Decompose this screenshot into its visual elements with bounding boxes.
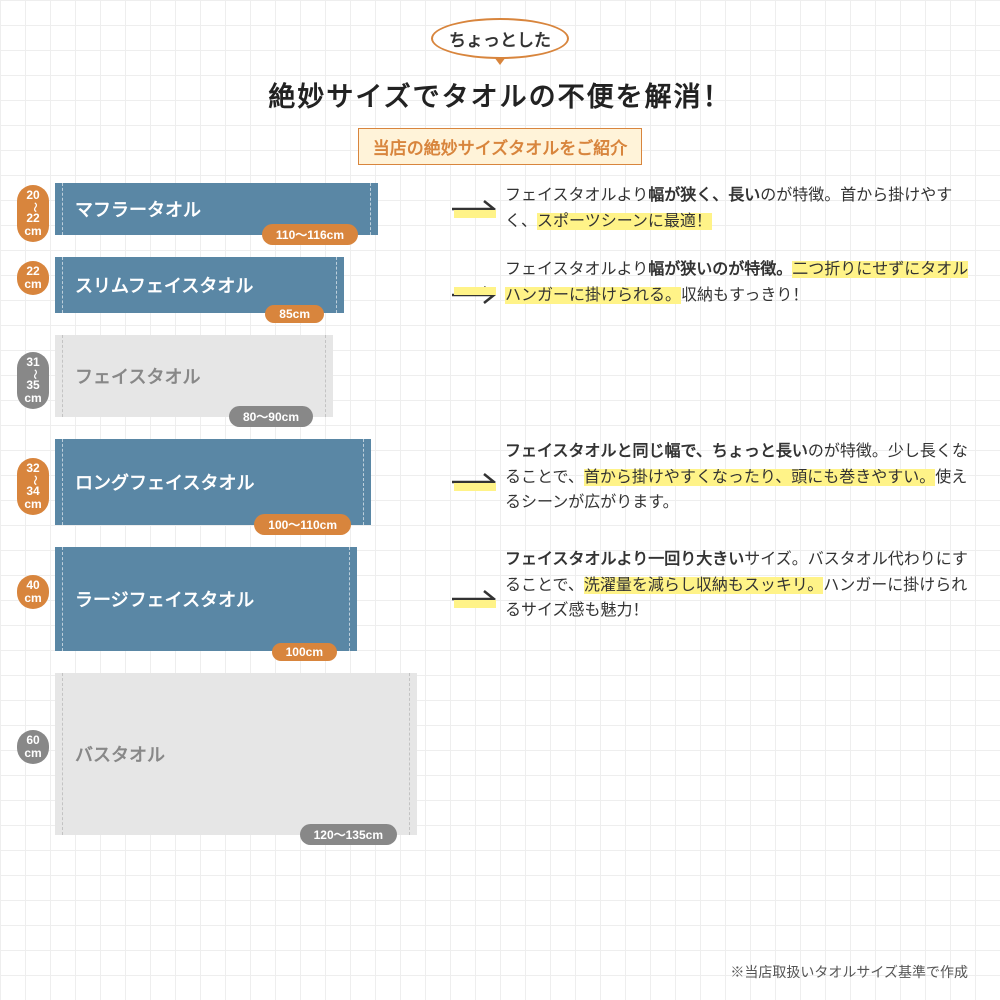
height-label: 31～35cm [17, 352, 49, 409]
towel-description: フェイスタオルより幅が狭いのが特徴。二つ折りにせずにタオルハンガーに掛けられる。… [505, 257, 1000, 308]
towel-name: ラージフェイスタオル [75, 586, 254, 612]
towel-long-face: ロングフェイスタオル 100～110cm [55, 439, 371, 525]
page-headline: 絶妙サイズでタオルの不便を解消！ [0, 75, 1000, 114]
towel-name: バスタオル [75, 741, 165, 767]
arrow-icon [445, 585, 505, 613]
arrow-icon [445, 261, 505, 309]
towel-row: 31～35cm フェイスタオル 80～90cm [55, 335, 1000, 417]
towel-row: 40cm ラージフェイスタオル 100cm フェイスタオルより一回り大きいサイズ… [55, 547, 1000, 651]
towel-bath: バスタオル 120～135cm [55, 673, 417, 835]
towel-row: 20～22cm マフラータオル 110～116cm フェイスタオルより幅が狭く、… [55, 183, 1000, 235]
arrow-icon [445, 468, 505, 496]
height-label: 32～34cm [17, 458, 49, 515]
height-label: 40cm [17, 575, 49, 609]
towel-slim-face: スリムフェイスタオル 85cm [55, 257, 344, 313]
height-label: 20～22cm [17, 185, 49, 242]
page-subtitle: 当店の絶妙サイズタオルをご紹介 [358, 128, 643, 165]
towel-large-face: ラージフェイスタオル 100cm [55, 547, 357, 651]
width-label: 80～90cm [229, 406, 313, 427]
towel-description: フェイスタオルと同じ幅で、ちょっと長いのが特徴。少し長くなることで、首から掛けや… [505, 439, 1000, 516]
towel-list: 20～22cm マフラータオル 110～116cm フェイスタオルより幅が狭く、… [0, 165, 1000, 835]
towel-name: フェイスタオル [75, 363, 200, 389]
width-label: 110～116cm [262, 224, 358, 245]
towel-row: 32～34cm ロングフェイスタオル 100～110cm フェイスタオルと同じ幅… [55, 439, 1000, 525]
height-label: 22cm [17, 261, 49, 295]
header: ちょっとした 絶妙サイズでタオルの不便を解消！ 当店の絶妙サイズタオルをご紹介 [0, 0, 1000, 165]
height-label: 60cm [17, 730, 49, 764]
width-label: 100～110cm [254, 514, 351, 535]
arrow-icon [445, 195, 505, 223]
width-label: 100cm [272, 643, 337, 661]
towel-name: マフラータオル [75, 196, 201, 222]
towel-row: 22cm スリムフェイスタオル 85cm フェイスタオルより幅が狭いのが特徴。二… [55, 257, 1000, 313]
bubble-callout: ちょっとした [431, 18, 569, 59]
towel-face: フェイスタオル 80～90cm [55, 335, 333, 417]
footnote: ※当店取扱いタオルサイズ基準で作成 [730, 962, 968, 982]
towel-description: フェイスタオルより一回り大きいサイズ。バスタオル代わりにすることで、洗濯量を減ら… [505, 547, 1000, 624]
towel-name: スリムフェイスタオル [75, 272, 253, 298]
towel-row: 60cm バスタオル 120～135cm [55, 673, 1000, 835]
towel-name: ロングフェイスタオル [75, 469, 254, 495]
towel-muffler: マフラータオル 110～116cm [55, 183, 378, 235]
towel-description: フェイスタオルより幅が狭く、長いのが特徴。首から掛けやすく、スポーツシーンに最適… [505, 183, 1000, 234]
width-label: 85cm [265, 305, 324, 323]
width-label: 120～135cm [300, 824, 397, 845]
